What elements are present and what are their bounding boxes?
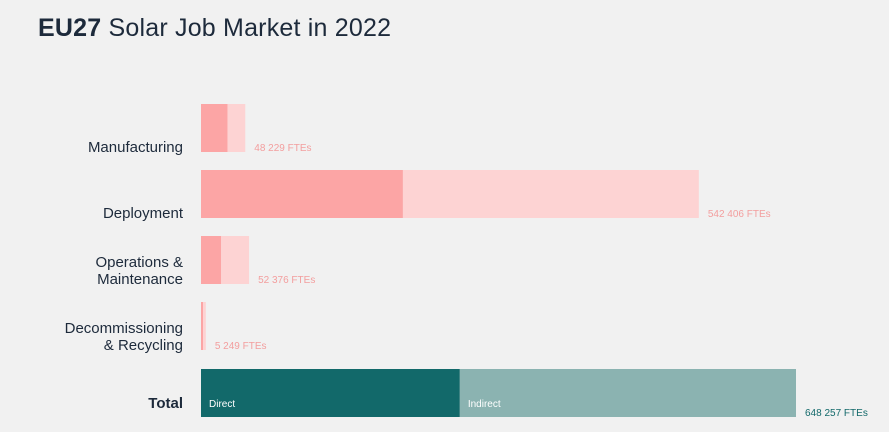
bar-direct [201,170,403,218]
chart-title: EU27 Solar Job Market in 2022 [38,14,391,43]
value-label: 5 249 FTEs [215,341,267,352]
value-label: 48 229 FTEs [254,143,311,154]
bar-direct [201,369,460,417]
category-label: Deployment [103,205,184,222]
value-label: 648 257 FTEs [805,408,868,419]
bar-indirect [221,236,250,284]
category-label: Operations & [95,254,183,271]
bar-direct [201,302,204,350]
category-label: & Recycling [104,337,183,354]
series-label-direct: Direct [209,399,235,410]
category-label: Decommissioning [65,320,183,337]
value-label: 52 376 FTEs [258,275,315,286]
category-label: Total [148,395,183,412]
bar-direct [201,236,222,284]
category-label: Maintenance [97,271,183,288]
series-label-indirect: Indirect [468,399,501,410]
category-label: Manufacturing [88,139,183,156]
bar-indirect [227,104,246,152]
chart-title-text: Solar Job Market in 2022 [101,14,392,42]
value-label: 542 406 FTEs [708,209,771,220]
bar-direct [201,104,228,152]
chart-title-region: EU27 [38,14,102,42]
bar-indirect [459,369,796,417]
bar-indirect [203,302,206,350]
bar-indirect [402,170,699,218]
